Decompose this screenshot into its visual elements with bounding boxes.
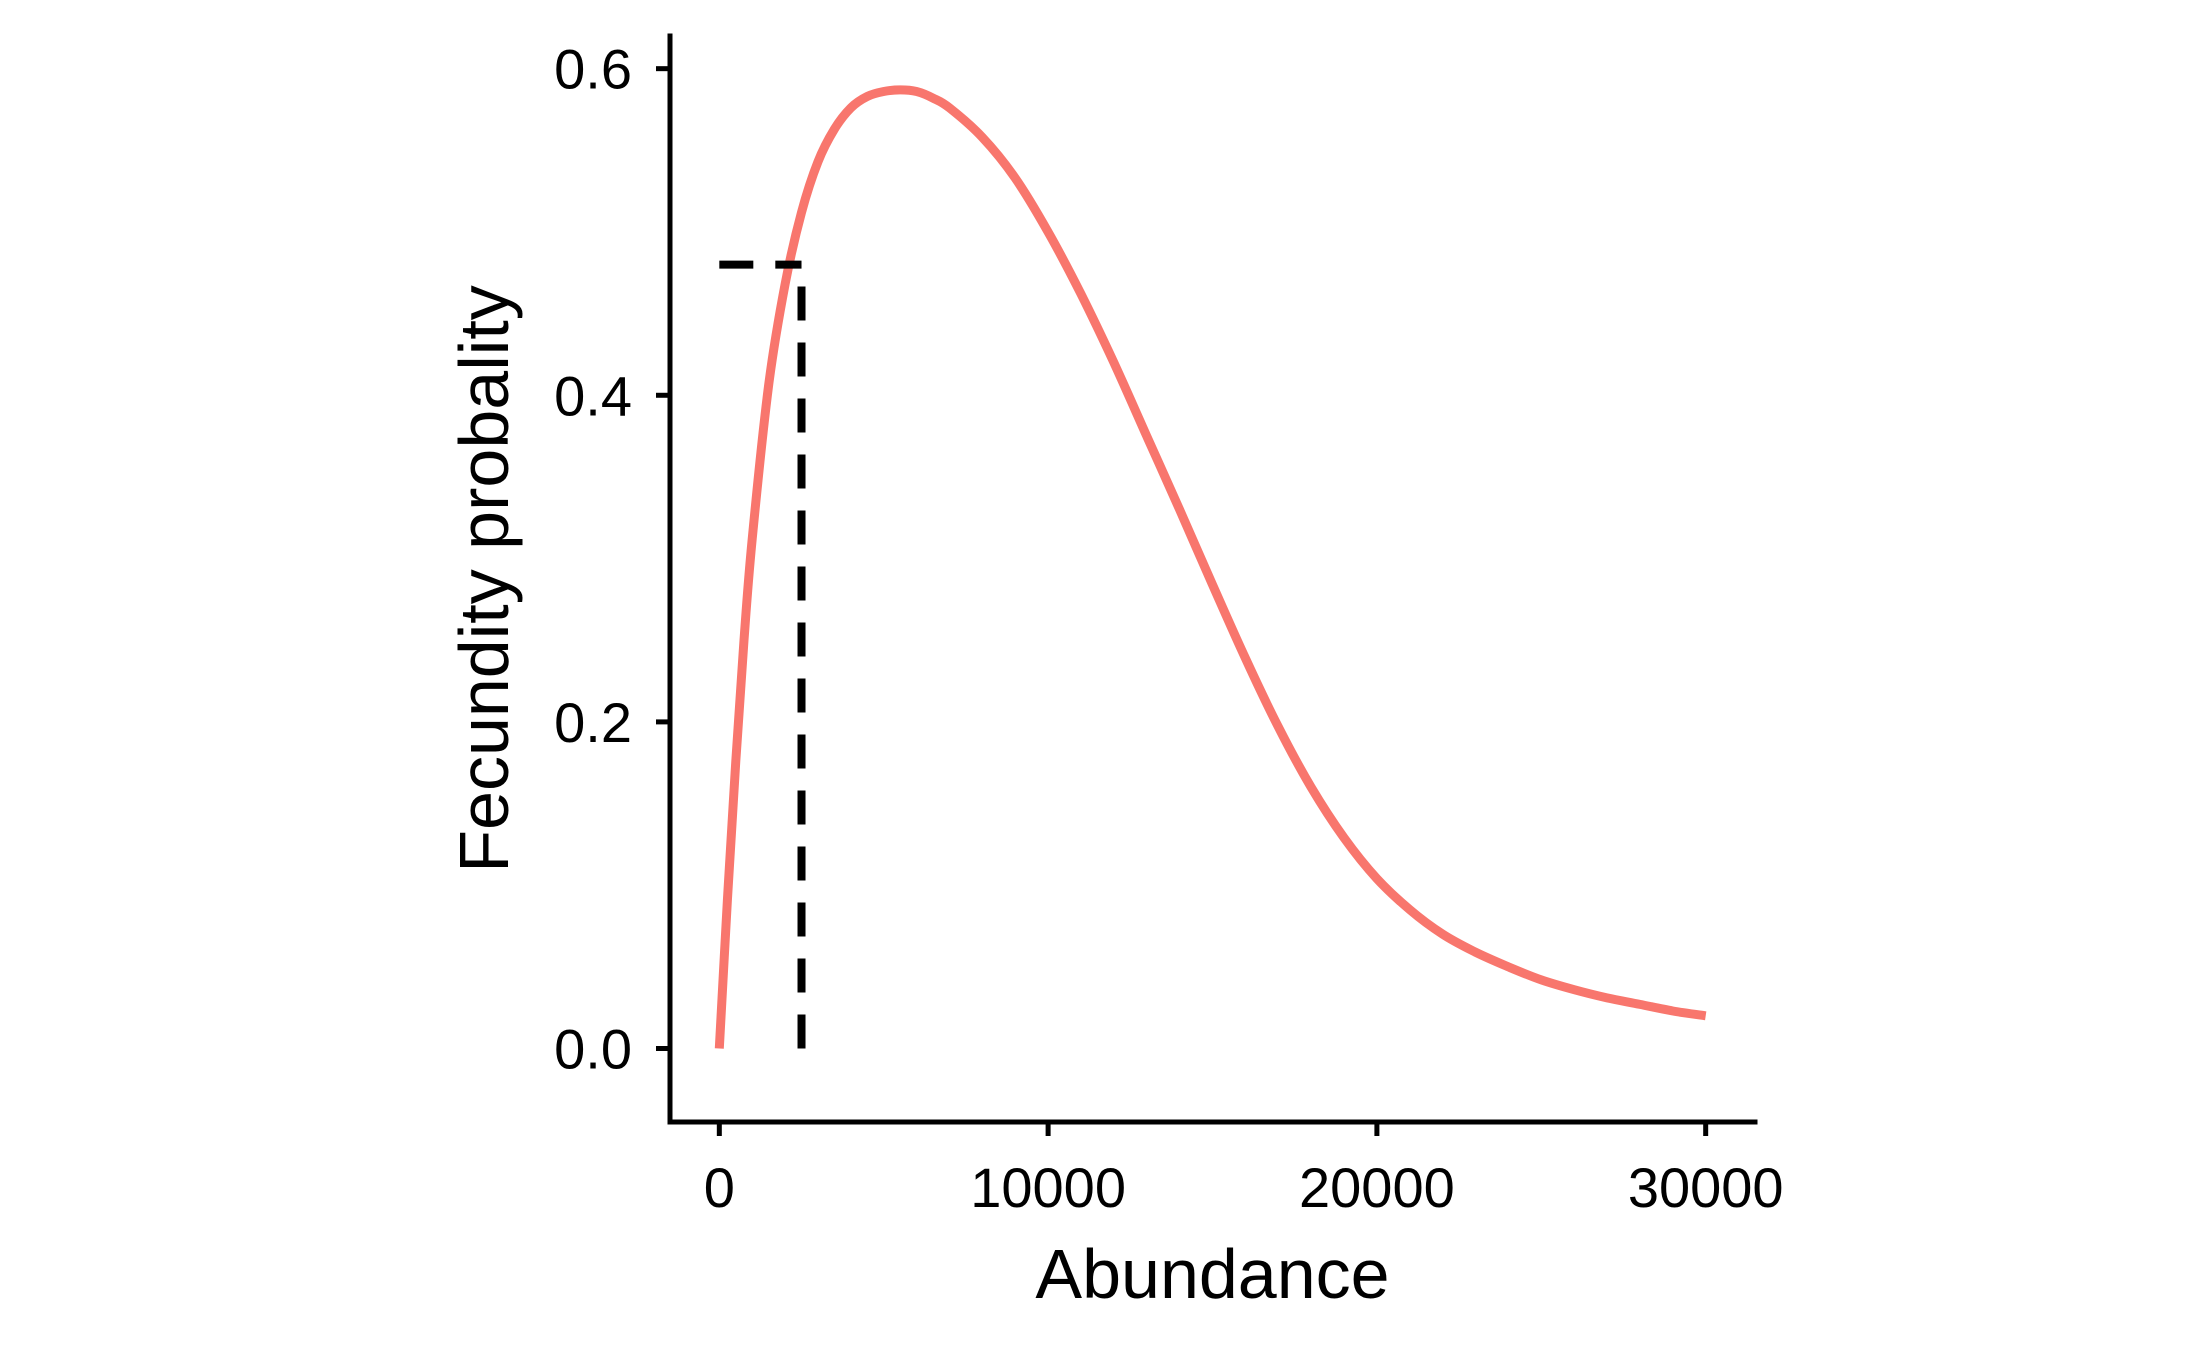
x-axis-title: Abundance: [1035, 1235, 1389, 1313]
series-line-0: [714, 85, 1707, 1049]
axes: [656, 33, 1758, 1136]
x-tick-label: 30000: [1628, 1156, 1784, 1219]
y-axis-title: Fecundity probality: [445, 285, 523, 873]
reference-lines: [719, 260, 806, 1049]
x-tick-label: 20000: [1299, 1156, 1455, 1219]
x-tick-label: 0: [704, 1156, 735, 1219]
tick-labels: 0 10000 20000 30000 0.0 0.2 0.4 0.6: [554, 38, 1783, 1219]
y-tick-label: 0.0: [554, 1018, 632, 1081]
x-tick-label: 10000: [970, 1156, 1126, 1219]
plot-area: [714, 85, 1707, 1049]
y-tick-label: 0.6: [554, 38, 632, 101]
y-tick-label: 0.2: [554, 691, 632, 754]
y-tick-label: 0.4: [554, 364, 632, 427]
